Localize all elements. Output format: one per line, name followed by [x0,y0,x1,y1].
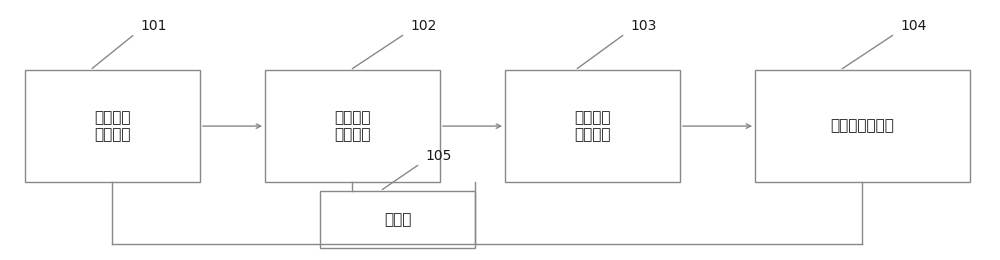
Text: 控制器: 控制器 [384,212,411,227]
Bar [505,70,680,182]
Text: 中频升压
整流单元: 中频升压 整流单元 [574,110,611,142]
Text: 101: 101 [140,18,166,32]
Text: 高电压脉冲单元: 高电压脉冲单元 [831,119,894,134]
Bar [755,70,970,182]
Bar [265,70,440,182]
Bar [25,70,200,182]
Text: 104: 104 [900,18,926,32]
Text: 103: 103 [630,18,656,32]
Text: 105: 105 [425,148,451,162]
Bar [320,191,475,248]
Text: 三相整流
滤波单元: 三相整流 滤波单元 [94,110,131,142]
Text: 单相中频
逆变单元: 单相中频 逆变单元 [334,110,371,142]
Text: 102: 102 [410,18,436,32]
